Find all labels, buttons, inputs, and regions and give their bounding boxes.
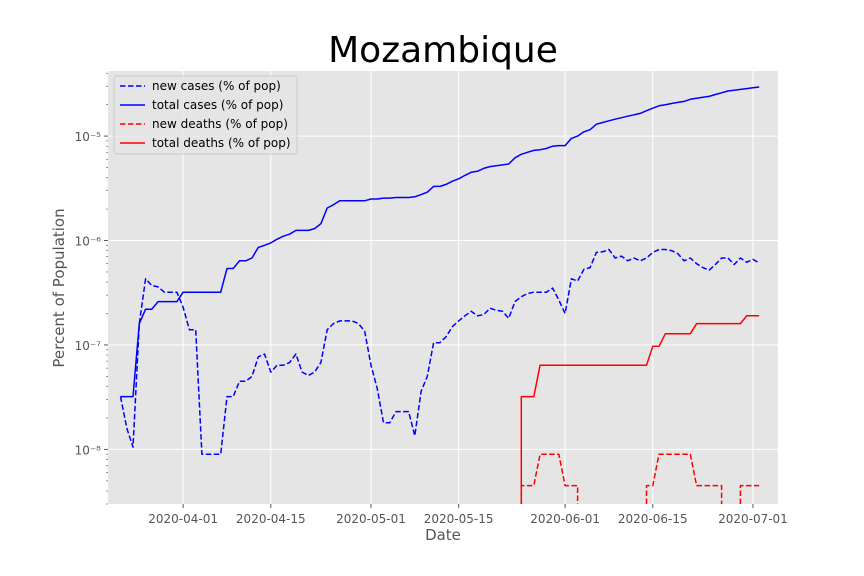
legend-label: total deaths (% of pop) bbox=[152, 136, 291, 150]
x-tick-label: 2020-06-15 bbox=[618, 512, 688, 526]
series-lines bbox=[119, 86, 760, 504]
y-tick-label: 10⁻⁸ bbox=[75, 443, 102, 457]
x-tick-label: 2020-05-15 bbox=[424, 512, 494, 526]
y-tick-label: 10⁻⁵ bbox=[75, 130, 102, 144]
legend-label: new deaths (% of pop) bbox=[152, 117, 288, 131]
chart-title: Mozambique bbox=[328, 30, 558, 71]
y-axis-ticks: 10⁻⁸ 10⁻⁷ 10⁻⁶ 10⁻⁵ bbox=[75, 72, 108, 505]
x-tick-label: 2020-07-01 bbox=[718, 512, 788, 526]
x-tick-label: 2020-04-01 bbox=[148, 512, 218, 526]
x-axis-ticks: 2020-04-01 2020-04-15 2020-05-01 2020-05-15… bbox=[148, 504, 788, 526]
x-tick-label: 2020-06-01 bbox=[530, 512, 600, 526]
series-line-total-deaths-of-pop bbox=[520, 315, 760, 504]
grid bbox=[108, 71, 778, 504]
y-tick-label: 10⁻⁶ bbox=[75, 235, 102, 249]
x-tick-label: 2020-05-01 bbox=[336, 512, 406, 526]
x-tick-label: 2020-04-15 bbox=[236, 512, 306, 526]
series-line-total-cases-of-pop bbox=[120, 86, 760, 398]
legend-box bbox=[113, 75, 298, 155]
legend-label: total cases (% of pop) bbox=[152, 98, 283, 112]
x-axis-label: Date bbox=[425, 526, 461, 544]
series-line-new-deaths-of-pop bbox=[520, 453, 760, 504]
series-line-new-cases-of-pop bbox=[119, 248, 760, 455]
legend-label: new cases (% of pop) bbox=[152, 79, 281, 93]
y-tick-label: 10⁻⁷ bbox=[75, 339, 102, 353]
legend: new cases (% of pop) total cases (% of po… bbox=[113, 75, 298, 155]
y-axis-label: Percent of Population bbox=[50, 208, 68, 367]
